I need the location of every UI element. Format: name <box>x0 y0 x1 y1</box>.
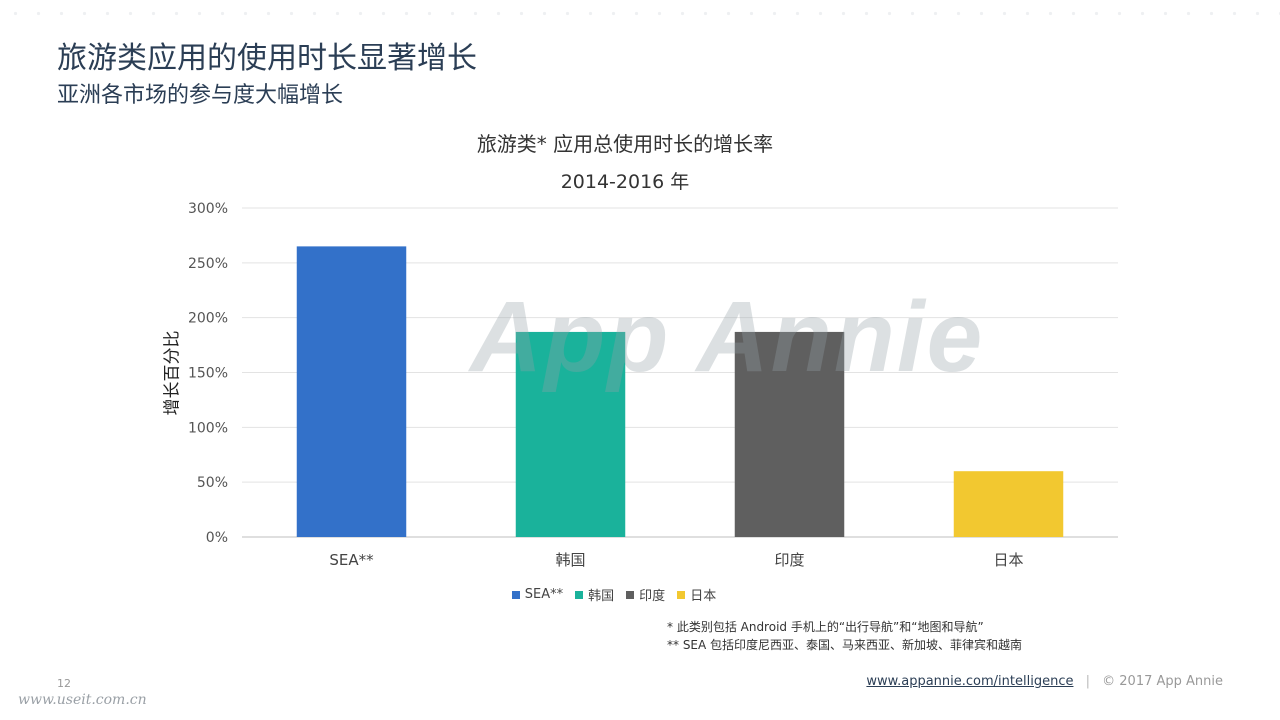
x-tick-label: 日本 <box>993 551 1023 569</box>
footer-separator: | <box>1085 674 1090 689</box>
footnotes: * 此类别包括 Android 手机上的“出行导航”和“地图和导航” ** SE… <box>667 618 1022 654</box>
y-tick-label: 50% <box>197 475 228 491</box>
legend-item: 日本 <box>677 585 716 604</box>
y-tick-label: 300% <box>188 201 228 217</box>
bar-1 <box>296 246 407 537</box>
chart-title: 旅游类* 应用总使用时长的增长率 <box>476 132 774 156</box>
bar-3 <box>734 331 845 537</box>
x-tick-label: SEA** <box>329 551 374 569</box>
intelligence-link[interactable]: www.appannie.com/intelligence <box>866 674 1074 689</box>
legend-swatch <box>626 590 635 599</box>
legend-label: SEA** <box>524 587 564 602</box>
legend-swatch <box>677 590 686 599</box>
legend-label: 韩国 <box>588 589 615 604</box>
legend-label: 日本 <box>690 589 717 604</box>
y-tick-label: 200% <box>188 311 228 327</box>
legend-swatch <box>575 590 584 599</box>
y-axis-label: 增长百分比 <box>162 330 183 416</box>
site-watermark: www.useit.com.cn <box>18 692 147 708</box>
page-number: 12 <box>57 677 71 690</box>
y-tick-label: 0% <box>206 530 228 546</box>
y-tick-label: 100% <box>188 420 228 436</box>
legend-item: SEA** <box>511 585 564 604</box>
footnote-2: ** SEA 包括印度尼西亚、泰国、马来西亚、新加坡、菲律宾和越南 <box>667 638 1023 652</box>
y-tick-label: 150% <box>188 366 228 382</box>
legend-item: 印度 <box>626 585 665 604</box>
chart-legend: SEA** 韩国 印度 日本 <box>0 585 1228 604</box>
legend-swatch <box>511 590 520 599</box>
page-subtitle: 亚洲各市场的参与度大幅增长 <box>57 83 344 108</box>
bar-4 <box>953 471 1064 537</box>
legend-item: 韩国 <box>575 585 614 604</box>
copyright-text: © 2017 App Annie <box>1102 674 1223 689</box>
footnote-1: * 此类别包括 Android 手机上的“出行导航”和“地图和导航” <box>667 620 984 634</box>
page-title: 旅游类应用的使用时长显著增长 <box>57 41 477 76</box>
x-tick-label: 印度 <box>774 551 804 569</box>
bar-2 <box>515 331 626 537</box>
footer: www.appannie.com/intelligence | © 2017 A… <box>866 674 1223 689</box>
chart-subtitle: 2014-2016 年 <box>560 171 690 193</box>
legend-label: 印度 <box>639 589 666 604</box>
x-tick-label: 韩国 <box>555 551 585 569</box>
y-tick-label: 250% <box>188 256 228 272</box>
dot-pattern-header <box>0 0 1280 26</box>
